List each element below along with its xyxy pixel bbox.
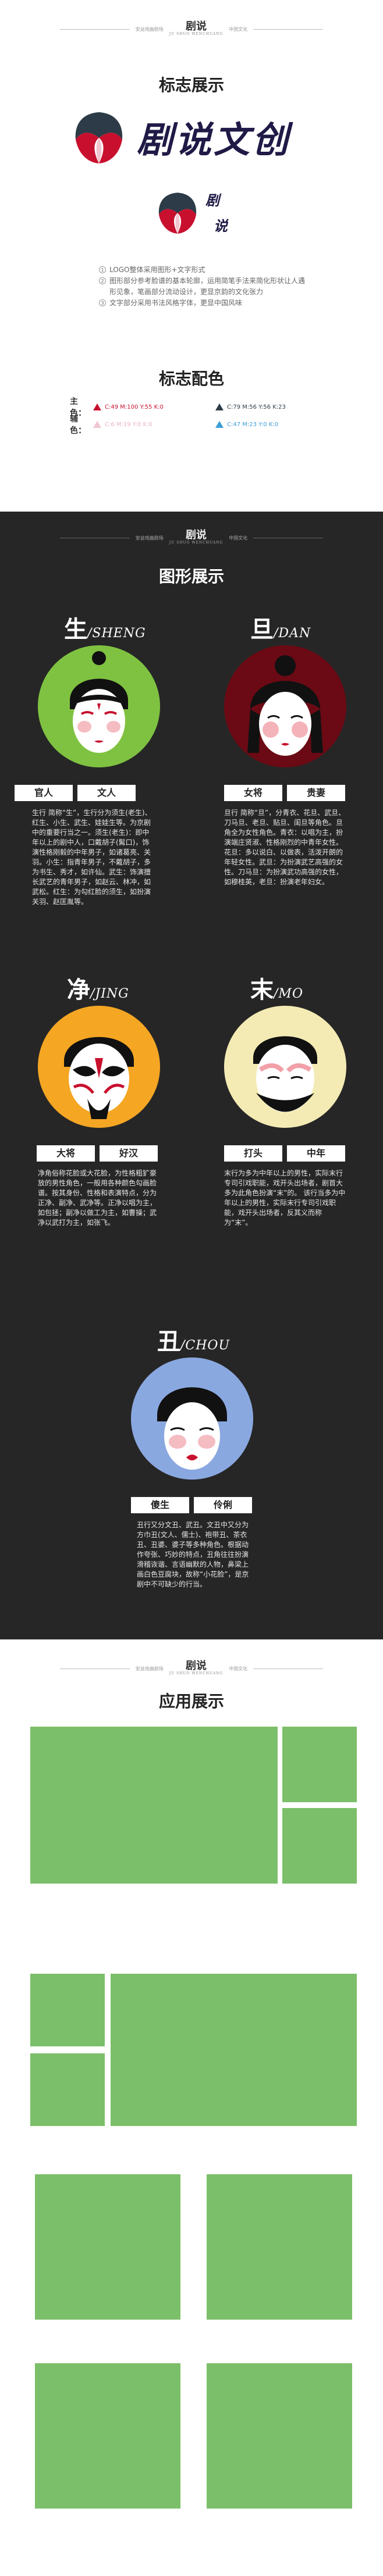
section-title-application: 应用展示 bbox=[158, 1692, 224, 1711]
color-swatch: C:49 M:100 Y:55 K:0 bbox=[93, 403, 215, 410]
tag: 中年 bbox=[287, 1145, 345, 1162]
mo-face-icon bbox=[253, 1036, 317, 1112]
application-image-placeholder bbox=[282, 1808, 357, 1884]
opera-mask-icon bbox=[75, 112, 123, 163]
chou-face-icon bbox=[157, 1387, 227, 1470]
section-header: 安益戏曲剧场 剧说 JU SHUO WENCHUANG 中国文化 bbox=[0, 520, 383, 555]
tag: 大将 bbox=[37, 1145, 95, 1162]
section-header: 安益戏曲剧场 剧说 JU SHUO WENCHUANG 中国文化 bbox=[0, 1651, 383, 1686]
brand-logo-small: 剧 说 bbox=[154, 183, 236, 247]
tag: 好汉 bbox=[100, 1145, 158, 1162]
header-right-text: 中国文化 bbox=[229, 535, 248, 541]
triangle-icon bbox=[215, 421, 224, 428]
sheng-description: 生行 简称“生”，生行分为须生(老生)、红生、小生、武生、娃娃生等。为京剧中的重… bbox=[32, 809, 152, 906]
divider bbox=[59, 1668, 130, 1669]
sheng-face-icon bbox=[70, 651, 128, 753]
application-image-placeholder bbox=[282, 1727, 357, 1802]
characters-section: 安益戏曲剧场 剧说 JU SHUO WENCHUANG 中国文化 图形展示 生/S… bbox=[0, 512, 383, 1639]
section-title-figures: 图形展示 bbox=[158, 567, 224, 586]
tag: 女将 bbox=[224, 785, 282, 801]
main-color-label: 主色： bbox=[70, 397, 86, 418]
divider bbox=[253, 1668, 324, 1669]
jing-description: 净角俗称花脸或大花脸，为性格粗犷豪放的男性角色，一般用各种颜色勾画脸谱。按其身份… bbox=[38, 1169, 157, 1227]
character-name: 丑/CHOU bbox=[157, 1328, 230, 1355]
color-swatches: 主色： C:49 M:100 Y:55 K:0 C:79 M:56 Y:56 K… bbox=[70, 397, 338, 435]
application-image-placeholder bbox=[30, 1727, 278, 1884]
header-left-text: 安益戏曲剧场 bbox=[135, 1666, 164, 1671]
main-color-row: 主色： C:49 M:100 Y:55 K:0 C:79 M:56 Y:56 K… bbox=[70, 397, 338, 418]
color-swatch: C:47 M:23 Y:0 K:0 bbox=[215, 421, 338, 428]
note-item: 3 文字部分采用书法风格字体，更显中国风味 bbox=[99, 298, 308, 309]
top-header: 安益戏曲剧场 剧说 JU SHUO WENCHUANG 中国文化 bbox=[0, 12, 383, 47]
application-image-placeholder bbox=[207, 2363, 352, 2509]
tag: 打头 bbox=[224, 1145, 282, 1162]
header-right-text: 中国文化 bbox=[229, 1666, 248, 1671]
triangle-icon bbox=[93, 403, 101, 410]
section-title-logo: 标志展示 bbox=[158, 76, 224, 95]
triangle-icon bbox=[93, 421, 101, 428]
chou-tags: 傻生 伶俐 bbox=[131, 1497, 252, 1513]
opera-mask-icon bbox=[158, 192, 197, 234]
mini-logo: 剧说 JU SHUO WENCHUANG bbox=[169, 529, 224, 545]
jing-face-circle bbox=[38, 1006, 160, 1128]
mo-tags: 打头 中年 bbox=[224, 1145, 345, 1162]
sheng-face-circle bbox=[38, 645, 160, 767]
note-item: 1 LOGO整体采用图形+文字形式 bbox=[99, 265, 308, 276]
dan-face-circle bbox=[224, 645, 346, 767]
dan-face-icon bbox=[247, 655, 323, 756]
application-image-placeholder bbox=[30, 2053, 105, 2126]
application-section: 安益戏曲剧场 剧说 JU SHUO WENCHUANG 中国文化 应用展示 bbox=[0, 1639, 383, 2576]
aux-color-row: 辅色： C:6 M:19 Y:0 K:0 C:47 M:23 Y:0 K:0 bbox=[70, 415, 338, 435]
divider bbox=[253, 28, 324, 30]
mini-logo: 剧说 JU SHUO WENCHUANG bbox=[169, 1660, 224, 1676]
tag: 傻生 bbox=[131, 1497, 189, 1513]
character-name: 末/MO bbox=[250, 976, 303, 1003]
character-name: 旦/DAN bbox=[250, 616, 311, 643]
tag: 贵妻 bbox=[287, 785, 345, 801]
mini-logo: 剧说 JU SHUO WENCHUANG bbox=[169, 20, 224, 37]
dan-description: 旦行 简称“旦”，分青衣、花旦、武旦、刀马旦、老旦、贴旦、闺旦等角色。旦角全为女… bbox=[224, 809, 346, 886]
application-image-placeholder bbox=[35, 2174, 180, 2320]
color-swatch: C:79 M:56 Y:56 K:23 bbox=[215, 403, 338, 410]
mo-description: 末行为多为中年以上的男性，实际末行专司引戏职能，戏开头出场者，剧首大多为此角色扮… bbox=[224, 1169, 346, 1227]
mo-face-circle bbox=[224, 1006, 346, 1128]
logo-notes: 1 LOGO整体采用图形+文字形式 2 图形部分参考脸谱的基本轮廓，运用简笔手法来简… bbox=[99, 265, 308, 309]
dan-tags: 女将 贵妻 bbox=[224, 785, 345, 801]
chou-face-circle bbox=[131, 1357, 253, 1480]
character-name: 生/SHENG bbox=[64, 616, 146, 643]
application-image-placeholder bbox=[35, 2363, 180, 2509]
application-image-placeholder bbox=[111, 1974, 357, 2126]
aux-color-label: 辅色： bbox=[70, 415, 86, 435]
character-name: 净/JING bbox=[67, 976, 129, 1003]
jing-face-icon bbox=[64, 1037, 134, 1119]
brand-name-vertical: 剧 说 bbox=[205, 192, 228, 234]
chou-description: 丑行又分文丑、武丑。文丑中又分为方巾丑(文人、儒士)、袍带丑、茶衣丑、丑婆、婆子… bbox=[137, 1521, 249, 1588]
color-swatch: C:6 M:19 Y:0 K:0 bbox=[93, 421, 215, 428]
triangle-icon bbox=[215, 403, 224, 410]
application-image-placeholder bbox=[207, 2174, 352, 2320]
tag: 官人 bbox=[15, 785, 73, 801]
brand-name: 剧说文创 bbox=[137, 119, 291, 161]
header-left-text: 安益戏曲剧场 bbox=[135, 535, 164, 541]
brand-logo-large: 剧说文创 bbox=[70, 108, 314, 166]
divider bbox=[59, 28, 130, 30]
tag: 文人 bbox=[77, 785, 136, 801]
header-left-text: 安益戏曲剧场 bbox=[135, 26, 164, 32]
note-item: 2 图形部分参考脸谱的基本轮廓，运用简笔手法来简化形状让人遇形见象，笔画部分流动设… bbox=[99, 276, 308, 298]
tag: 伶俐 bbox=[194, 1497, 252, 1513]
header-right-text: 中国文化 bbox=[229, 26, 248, 32]
application-image-placeholder bbox=[30, 1974, 105, 2046]
jing-tags: 大将 好汉 bbox=[37, 1145, 158, 1162]
logo-section: 安益戏曲剧场 剧说 JU SHUO WENCHUANG 中国文化 标志展示 剧说文… bbox=[0, 0, 383, 512]
sheng-tags: 官人 文人 bbox=[15, 785, 136, 801]
section-title-colors: 标志配色 bbox=[158, 369, 224, 388]
